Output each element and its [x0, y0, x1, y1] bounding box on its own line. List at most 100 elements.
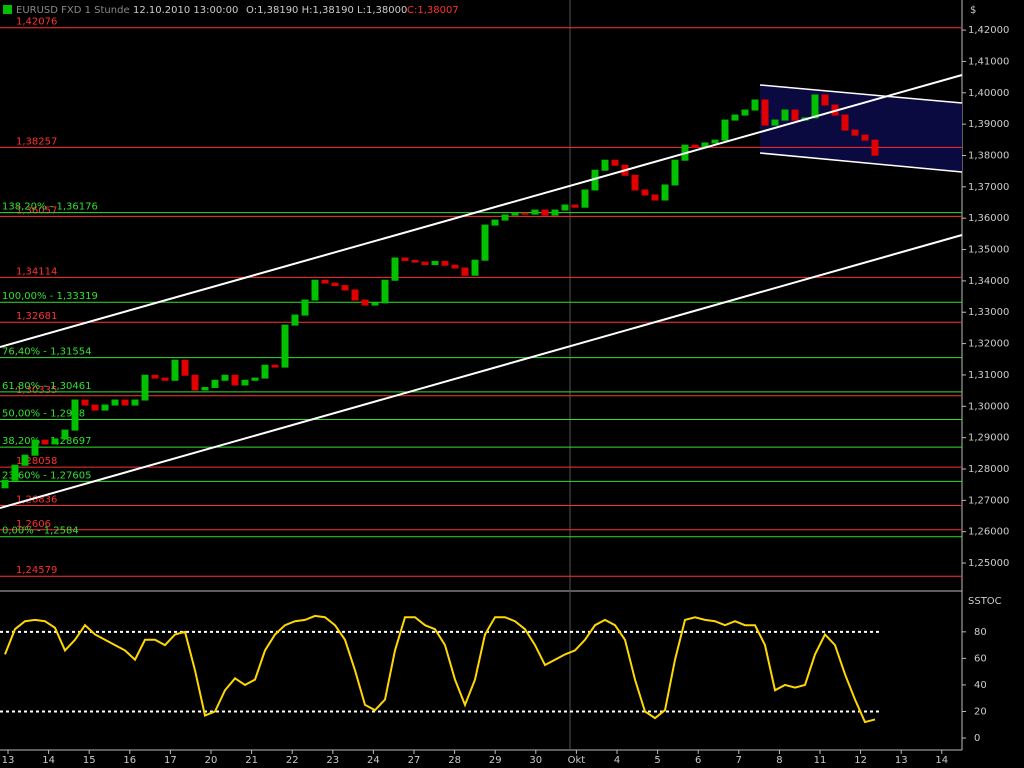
candle-body [661, 184, 669, 201]
y-tick-label: 1,31000 [968, 370, 1009, 381]
candle-body [441, 260, 449, 266]
candle-body [71, 399, 79, 431]
candle-body [91, 404, 99, 411]
x-tick-label: 14 [935, 755, 948, 766]
candle-body [121, 399, 129, 406]
y-tick-label: 1,37000 [968, 182, 1009, 193]
candle-body [271, 364, 279, 368]
level-label: 1,32681 [16, 311, 57, 322]
x-tick-label: 30 [529, 755, 542, 766]
level-label: 1,2606 [16, 519, 51, 530]
candle-body [101, 404, 109, 411]
candle-body [561, 204, 569, 211]
x-tick-label: 24 [367, 755, 380, 766]
x-tick-label: 29 [489, 755, 502, 766]
y-tick-label: 1,40000 [968, 88, 1009, 99]
y-tick-label: 1,39000 [968, 119, 1009, 130]
candle-body [131, 399, 139, 406]
candle-body [201, 386, 209, 391]
x-tick-label: 7 [736, 755, 742, 766]
candle-body [421, 261, 429, 266]
candle-body [821, 94, 829, 106]
candle-body [311, 279, 319, 301]
candle-body [531, 209, 539, 215]
candle-body [751, 99, 759, 111]
candle-body [291, 314, 299, 326]
y-tick-label: 60 [974, 653, 987, 664]
y-tick-label: 1,38000 [968, 150, 1009, 161]
candle-body [261, 364, 269, 379]
y-tick-label: 1,30000 [968, 401, 1009, 412]
candle-body [151, 374, 159, 379]
candle-body [671, 159, 679, 186]
candle-body [41, 439, 49, 445]
level-label: 23,60% - 1,27605 [2, 470, 91, 481]
candle-body [511, 212, 519, 216]
y-tick-label: 1,29000 [968, 433, 1009, 444]
trend-line [0, 234, 963, 509]
x-tick-label: 28 [448, 755, 461, 766]
candle-body [521, 212, 529, 215]
candle-body [791, 109, 799, 121]
x-tick-label: 14 [42, 755, 55, 766]
x-tick-label: 6 [695, 755, 701, 766]
candle-body [641, 189, 649, 196]
x-tick-label: Okt [568, 755, 586, 766]
y-tick-label: 40 [974, 680, 987, 691]
candle-body [551, 209, 559, 216]
triangle-line [759, 84, 963, 104]
ohl: O:1,38190 H:1,38190 L:1,38000 [246, 5, 407, 16]
candle-body [81, 399, 89, 406]
candle-body [351, 289, 359, 301]
candle-body [431, 260, 439, 266]
symbol: EURUSD FXD 1 Stunde [16, 5, 130, 16]
level-label: 1,28058 [16, 456, 57, 467]
y-tick-label: 1,36000 [968, 213, 1009, 224]
candle-body [371, 302, 379, 306]
y-tick-label: 1,28000 [968, 464, 1009, 475]
candle-body [391, 257, 399, 281]
level-label: 1,34114 [16, 266, 57, 277]
candle-body [381, 279, 389, 304]
level-label: 138,20% - 1,36176 [2, 202, 98, 213]
x-tick-label: 8 [776, 755, 782, 766]
candle-body [771, 119, 779, 126]
candle-body [471, 259, 479, 276]
candle-body [851, 129, 859, 136]
candle-body [411, 260, 419, 263]
candle-body [331, 282, 339, 287]
close: C:1,38007 [407, 5, 459, 16]
candle-body [541, 209, 549, 216]
x-tick-label: 15 [83, 755, 96, 766]
y-tick-label: 1,35000 [968, 245, 1009, 256]
level-label: 0,00% - 1,2584 [2, 526, 79, 537]
stoch-line [4, 614, 876, 724]
triangle-fill [760, 85, 962, 172]
candle-body [581, 189, 589, 208]
candle-body [231, 374, 239, 386]
candle-body [111, 399, 119, 406]
candle-body [341, 285, 349, 291]
y-tick-label: 1,33000 [968, 307, 1009, 318]
x-tick-label: 11 [814, 755, 827, 766]
candle-body [221, 374, 229, 381]
candle-body [721, 119, 729, 141]
candle-body [181, 359, 189, 376]
candle-body [491, 219, 499, 226]
x-tick-label: 5 [654, 755, 660, 766]
x-tick-label: 12 [854, 755, 867, 766]
level-label: 50,00% - 1,2958 [2, 408, 85, 419]
triangle-line [759, 152, 963, 173]
y-tick-label: 1,25000 [968, 558, 1009, 569]
candle-body [451, 264, 459, 269]
candle-body [21, 454, 29, 466]
level-label: 1,36057 [16, 205, 57, 216]
candle-body [51, 438, 59, 445]
candle-body [31, 439, 39, 456]
y-tick-label: 1,41000 [968, 56, 1009, 67]
y-tick-label: 20 [974, 706, 987, 717]
candle-body [241, 379, 249, 386]
candle-body [651, 194, 659, 201]
level-label: 1,26836 [16, 494, 57, 505]
